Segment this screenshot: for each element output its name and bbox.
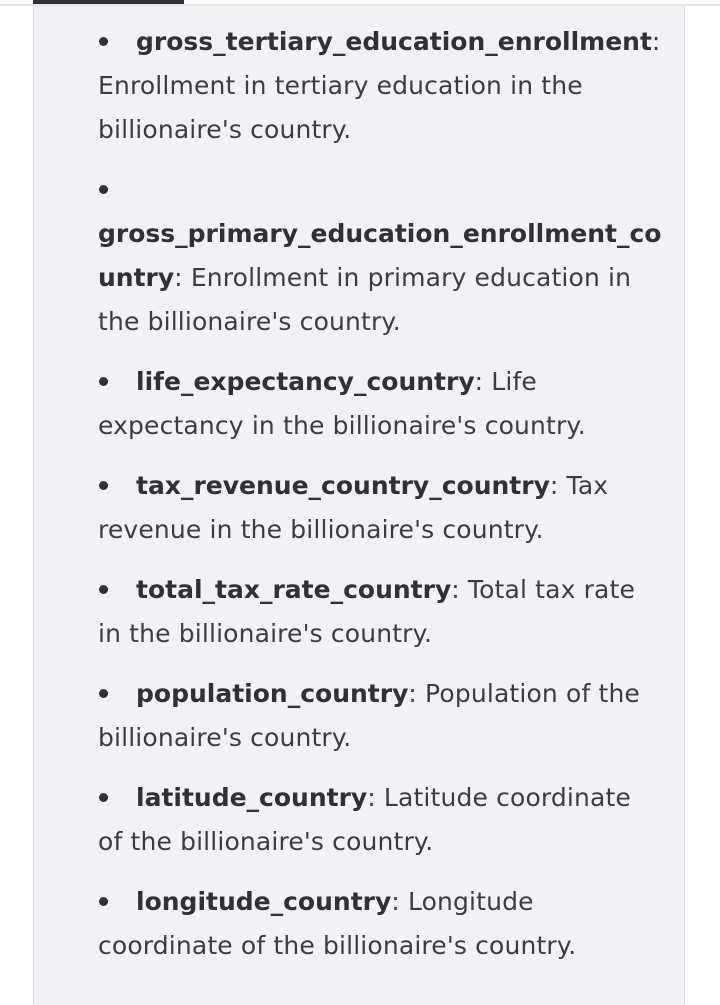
bullet-icon — [98, 568, 136, 612]
field-description: Enrollment in primary education in the b… — [98, 263, 632, 336]
field-description: Longitude coordinate of the billionaire'… — [98, 887, 577, 960]
separator: : — [549, 471, 559, 500]
list-item: latitude_country: Latitude coordinate of… — [98, 776, 663, 864]
field-description: Enrollment in tertiary education in the … — [98, 71, 583, 144]
field-description: Total tax rate in the billionaire's coun… — [98, 575, 635, 648]
list-item: gross_primary_education_enrollment_co un… — [98, 168, 663, 344]
field-name: tax_revenue_country_country — [136, 471, 550, 500]
active-tab-indicator — [33, 0, 184, 4]
list-item: tax_revenue_country_country: Tax revenue… — [98, 464, 663, 552]
bullet-icon — [98, 20, 136, 64]
content-panel: gross_tertiary_education_enrollment: Enr… — [33, 6, 685, 1005]
field-description: Population of the billionaire's country. — [98, 679, 640, 752]
separator: : — [474, 367, 484, 396]
field-name: gross_tertiary_education_enrollment — [136, 27, 652, 56]
field-name: total_tax_rate_country — [136, 575, 452, 604]
separator: : — [367, 783, 376, 812]
separator: : — [408, 679, 417, 708]
bullet-icon — [98, 168, 136, 212]
list-item: longitude_country: Longitude coordinate … — [98, 880, 663, 968]
field-name: population_country — [136, 679, 409, 708]
list-item: population_country: Population of the bi… — [98, 672, 663, 760]
bullet-icon — [98, 464, 136, 508]
bullet-icon — [98, 776, 136, 820]
list-item: gross_tertiary_education_enrollment: Enr… — [98, 20, 663, 152]
field-description: Tax revenue in the billionaire's country… — [98, 471, 609, 544]
bullet-icon — [98, 360, 136, 404]
separator: : — [451, 575, 460, 604]
separator: : — [174, 263, 183, 292]
field-description: Life expectancy in the billionaire's cou… — [98, 367, 586, 440]
separator: : — [391, 887, 400, 916]
bullet-icon — [98, 880, 136, 924]
field-name: longitude_country — [136, 887, 392, 916]
field-name: latitude_country — [136, 783, 368, 812]
field-name-part-2: untry — [98, 263, 175, 292]
separator: : — [651, 27, 661, 56]
field-description: Latitude coordinate of the billionaire's… — [98, 783, 631, 856]
top-divider — [0, 4, 720, 6]
field-name-part-1: gross_primary_education_enrollment_co — [98, 219, 662, 248]
list-item: total_tax_rate_country: Total tax rate i… — [98, 568, 663, 656]
field-name: life_expectancy_country — [136, 367, 475, 396]
list-item: life_expectancy_country: Life expectancy… — [98, 360, 663, 448]
bullet-icon — [98, 672, 136, 716]
